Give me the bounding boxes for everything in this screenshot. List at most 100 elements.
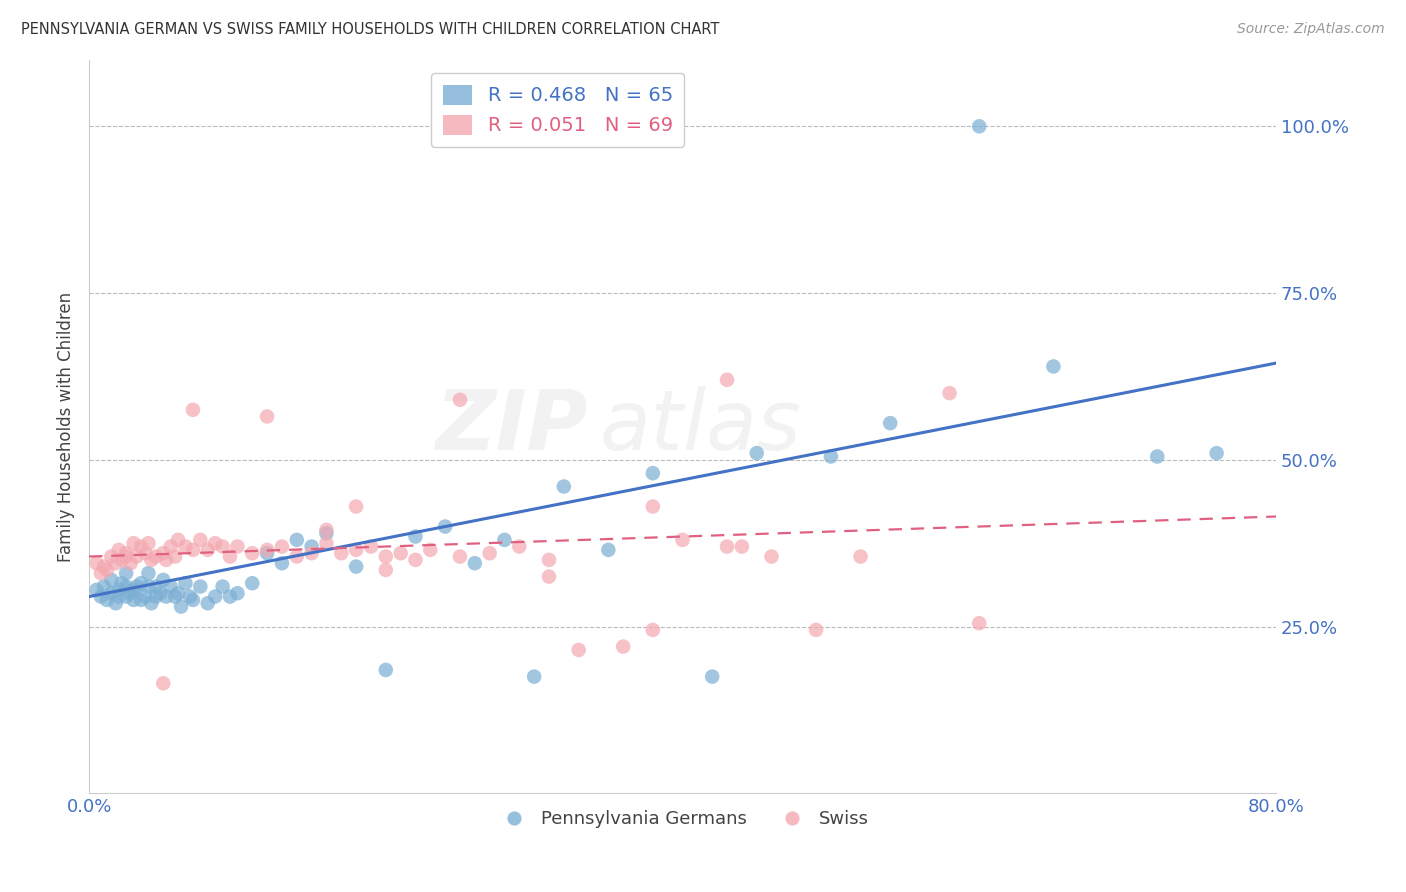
Point — [188, 580, 211, 594]
Point — [90, 590, 112, 604]
Point — [761, 549, 783, 564]
Point — [125, 549, 148, 564]
Point — [155, 553, 177, 567]
Point — [537, 569, 560, 583]
Point — [165, 590, 187, 604]
Point — [104, 596, 127, 610]
Point — [226, 540, 249, 554]
Point — [553, 479, 575, 493]
Point — [107, 542, 129, 557]
Point — [568, 643, 591, 657]
Y-axis label: Family Households with Children: Family Households with Children — [58, 292, 75, 562]
Point — [271, 556, 294, 570]
Point — [938, 386, 960, 401]
Point — [537, 553, 560, 567]
Point — [967, 120, 990, 134]
Point — [138, 566, 160, 581]
Point — [174, 540, 197, 554]
Point — [100, 586, 122, 600]
Point — [120, 556, 142, 570]
Point — [879, 416, 901, 430]
Text: ZIP: ZIP — [434, 386, 588, 467]
Point — [464, 556, 486, 570]
Text: atlas: atlas — [599, 386, 801, 467]
Point — [145, 580, 167, 594]
Point — [181, 593, 204, 607]
Point — [170, 599, 193, 614]
Point — [167, 533, 190, 547]
Point — [86, 582, 108, 597]
Point — [125, 580, 148, 594]
Point — [188, 533, 211, 547]
Point — [115, 549, 138, 564]
Point — [612, 640, 634, 654]
Point — [152, 573, 174, 587]
Point — [374, 549, 396, 564]
Point — [271, 540, 294, 554]
Point — [404, 529, 426, 543]
Point — [849, 549, 872, 564]
Point — [86, 556, 108, 570]
Point — [301, 540, 323, 554]
Point — [702, 670, 724, 684]
Point — [240, 576, 263, 591]
Point — [107, 590, 129, 604]
Point — [1042, 359, 1064, 374]
Point — [344, 559, 367, 574]
Point — [152, 676, 174, 690]
Point — [219, 549, 242, 564]
Point — [344, 542, 367, 557]
Point — [134, 546, 156, 560]
Point — [716, 373, 738, 387]
Point — [145, 590, 167, 604]
Point — [138, 580, 160, 594]
Point — [141, 596, 163, 610]
Point — [641, 623, 664, 637]
Point — [374, 563, 396, 577]
Point — [731, 540, 754, 554]
Point — [315, 523, 337, 537]
Point — [122, 593, 145, 607]
Point — [165, 549, 187, 564]
Point — [197, 542, 219, 557]
Point — [104, 556, 127, 570]
Point — [129, 593, 152, 607]
Point — [167, 586, 190, 600]
Point — [240, 546, 263, 560]
Point — [344, 500, 367, 514]
Text: Source: ZipAtlas.com: Source: ZipAtlas.com — [1237, 22, 1385, 37]
Point — [134, 590, 156, 604]
Point — [129, 576, 152, 591]
Point — [93, 559, 115, 574]
Point — [100, 573, 122, 587]
Point — [145, 549, 167, 564]
Point — [159, 540, 181, 554]
Point — [197, 596, 219, 610]
Point — [330, 546, 353, 560]
Point — [155, 590, 177, 604]
Point — [93, 580, 115, 594]
Point — [285, 549, 308, 564]
Point — [159, 580, 181, 594]
Point — [820, 450, 842, 464]
Point — [434, 519, 457, 533]
Point — [508, 540, 530, 554]
Point — [716, 540, 738, 554]
Point — [181, 402, 204, 417]
Point — [1205, 446, 1227, 460]
Point — [138, 536, 160, 550]
Point — [449, 392, 471, 407]
Point — [404, 553, 426, 567]
Point — [745, 446, 768, 460]
Point — [641, 466, 664, 480]
Point — [115, 590, 138, 604]
Point — [211, 580, 233, 594]
Point — [141, 553, 163, 567]
Point — [419, 542, 441, 557]
Legend: Pennsylvania Germans, Swiss: Pennsylvania Germans, Swiss — [489, 803, 876, 836]
Point — [226, 586, 249, 600]
Point — [211, 540, 233, 554]
Point — [179, 590, 201, 604]
Point — [100, 549, 122, 564]
Point — [115, 566, 138, 581]
